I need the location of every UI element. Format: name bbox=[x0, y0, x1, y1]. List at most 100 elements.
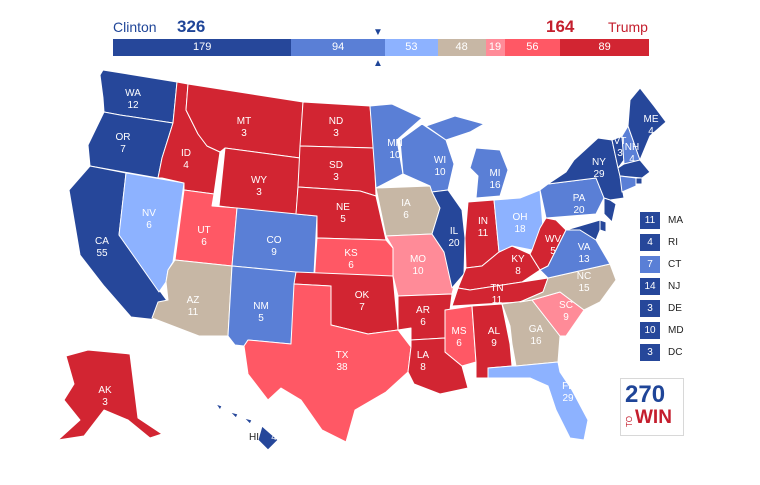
logo-to-text: TO bbox=[625, 416, 634, 427]
270towin-logo[interactable]: 270 TO WIN bbox=[620, 378, 684, 436]
state-tx[interactable] bbox=[243, 283, 412, 443]
state-de[interactable] bbox=[599, 219, 607, 233]
state-electoral-votes: 13 bbox=[578, 254, 590, 265]
state-abbr-label: WY bbox=[251, 175, 267, 186]
logo-270-text: 270 bbox=[625, 381, 666, 408]
small-state-md[interactable]: 10 MD bbox=[640, 322, 700, 339]
state-abbr-label: NC bbox=[577, 271, 591, 282]
state-abbr-label: ME bbox=[644, 114, 659, 125]
small-state-electoral-votes: 4 bbox=[640, 234, 660, 251]
state-electoral-votes: 3 bbox=[256, 187, 262, 198]
small-state-electoral-votes: 7 bbox=[640, 256, 660, 273]
state-ct[interactable] bbox=[619, 175, 637, 193]
state-electoral-votes: 7 bbox=[120, 144, 126, 155]
state-abbr-label: CA bbox=[95, 236, 109, 247]
state-electoral-votes: 9 bbox=[491, 338, 497, 349]
state-electoral-votes: 11 bbox=[188, 307, 199, 318]
state-mi[interactable] bbox=[425, 115, 509, 199]
state-abbr-label: IN bbox=[478, 216, 488, 227]
logo-win-text: WIN bbox=[635, 407, 672, 428]
state-electoral-votes: 5 bbox=[258, 313, 264, 324]
state-fl[interactable] bbox=[487, 361, 589, 441]
state-electoral-votes: 11 bbox=[478, 228, 489, 239]
state-abbr-label: MT bbox=[237, 116, 251, 127]
state-electoral-votes: 4 bbox=[271, 432, 277, 443]
electoral-vote-bar: 179 94 53 48 19 56 89 bbox=[113, 39, 649, 56]
small-state-ma[interactable]: 11 MA bbox=[640, 212, 700, 229]
state-ak[interactable] bbox=[57, 349, 163, 441]
small-state-ct[interactable]: 7 CT bbox=[640, 256, 700, 273]
bar-segment: 94 bbox=[291, 39, 385, 56]
state-electoral-votes: 10 bbox=[412, 266, 424, 277]
state-abbr-label: LA bbox=[417, 350, 430, 361]
state-il[interactable] bbox=[431, 189, 466, 289]
state-abbr-label: MN bbox=[387, 138, 403, 149]
state-electoral-votes: 16 bbox=[530, 336, 542, 347]
bar-segment: 19 bbox=[485, 39, 505, 56]
state-electoral-votes: 6 bbox=[420, 317, 426, 328]
small-state-abbr: MD bbox=[668, 325, 684, 336]
bar-segment: 56 bbox=[504, 39, 561, 56]
state-electoral-votes: 4 bbox=[183, 160, 189, 171]
state-abbr-label: KS bbox=[344, 248, 358, 259]
state-abbr-label: NY bbox=[592, 157, 606, 168]
state-electoral-votes: 18 bbox=[514, 224, 526, 235]
state-abbr-label: AZ bbox=[187, 295, 200, 306]
state-abbr-label: VT bbox=[614, 136, 627, 147]
state-electoral-votes: 4 bbox=[648, 126, 654, 137]
state-abbr-label: NE bbox=[336, 202, 350, 213]
state-electoral-votes: 6 bbox=[403, 210, 409, 221]
state-abbr-label: SC bbox=[559, 300, 573, 311]
state-abbr-label: OH bbox=[513, 212, 528, 223]
bar-segment: 89 bbox=[560, 39, 649, 56]
state-abbr-label: AL bbox=[488, 326, 501, 337]
state-md[interactable] bbox=[565, 219, 601, 241]
small-state-electoral-votes: 10 bbox=[640, 322, 660, 339]
state-abbr-label: GA bbox=[529, 324, 544, 335]
state-electoral-votes: 6 bbox=[201, 237, 207, 248]
state-hi[interactable] bbox=[215, 403, 279, 451]
small-state-ri[interactable]: 4 RI bbox=[640, 234, 700, 251]
state-abbr-label: KY bbox=[511, 254, 525, 265]
state-abbr-label: VA bbox=[578, 242, 591, 253]
state-electoral-votes: 16 bbox=[489, 180, 501, 191]
state-nj[interactable] bbox=[603, 197, 617, 223]
state-abbr-label: FL bbox=[562, 381, 574, 392]
state-abbr-label: SD bbox=[329, 160, 343, 171]
rep-candidate-name: Trump bbox=[608, 19, 648, 35]
small-state-dc[interactable]: 3 DC bbox=[640, 344, 700, 361]
state-abbr-label: ND bbox=[329, 116, 343, 127]
dem-candidate-name: Clinton bbox=[113, 19, 157, 35]
state-electoral-votes: 6 bbox=[456, 338, 462, 349]
state-abbr-label: NH bbox=[625, 142, 639, 153]
state-abbr-label: UT bbox=[197, 225, 210, 236]
state-electoral-votes: 3 bbox=[333, 128, 339, 139]
state-electoral-votes: 8 bbox=[515, 266, 521, 277]
state-me[interactable] bbox=[627, 87, 667, 161]
state-electoral-votes: 7 bbox=[359, 302, 365, 313]
small-state-de[interactable]: 3 DE bbox=[640, 300, 700, 317]
state-electoral-votes: 11 bbox=[492, 295, 503, 306]
small-state-abbr: MA bbox=[668, 215, 683, 226]
bar-segment: 48 bbox=[437, 39, 486, 56]
majority-marker-bottom-icon: ▲ bbox=[373, 58, 383, 69]
state-abbr-label: AK bbox=[98, 385, 112, 396]
state-electoral-votes: 3 bbox=[333, 172, 339, 183]
state-abbr-label: HI bbox=[249, 432, 259, 443]
small-state-electoral-votes: 3 bbox=[640, 300, 660, 317]
state-abbr-label: TX bbox=[336, 350, 349, 361]
state-electoral-votes: 3 bbox=[617, 148, 623, 159]
small-state-abbr: CT bbox=[668, 259, 682, 270]
state-electoral-votes: 6 bbox=[146, 220, 152, 231]
state-abbr-label: NV bbox=[142, 208, 156, 219]
state-abbr-label: AR bbox=[416, 305, 430, 316]
state-electoral-votes: 29 bbox=[593, 169, 605, 180]
state-electoral-votes: 6 bbox=[348, 260, 354, 271]
state-ri[interactable] bbox=[635, 177, 643, 185]
small-state-nj[interactable]: 14 NJ bbox=[640, 278, 700, 295]
state-abbr-label: MO bbox=[410, 254, 426, 265]
state-abbr-label: TN bbox=[490, 283, 503, 294]
small-state-electoral-votes: 11 bbox=[640, 212, 660, 229]
state-electoral-votes: 9 bbox=[271, 247, 277, 258]
